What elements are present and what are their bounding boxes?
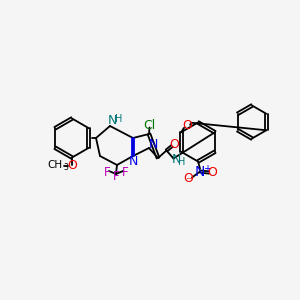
Text: +: + (203, 164, 211, 174)
Text: H: H (115, 113, 122, 124)
Text: O: O (182, 119, 192, 132)
Text: F: F (113, 170, 119, 184)
Text: O: O (169, 138, 179, 151)
Text: Cl: Cl (143, 119, 156, 132)
Text: N: N (195, 164, 205, 178)
Text: N: N (148, 137, 158, 151)
Text: N: N (108, 114, 117, 127)
Text: ⁻: ⁻ (185, 176, 192, 188)
Text: F: F (104, 166, 110, 178)
Text: CH: CH (47, 160, 63, 170)
Text: F: F (122, 166, 128, 178)
Text: 3: 3 (64, 163, 68, 172)
Text: H: H (178, 157, 186, 166)
Text: O: O (67, 159, 77, 172)
Text: O: O (184, 172, 194, 184)
Text: N: N (171, 153, 181, 166)
Text: O: O (208, 166, 218, 179)
Text: N: N (128, 155, 138, 168)
